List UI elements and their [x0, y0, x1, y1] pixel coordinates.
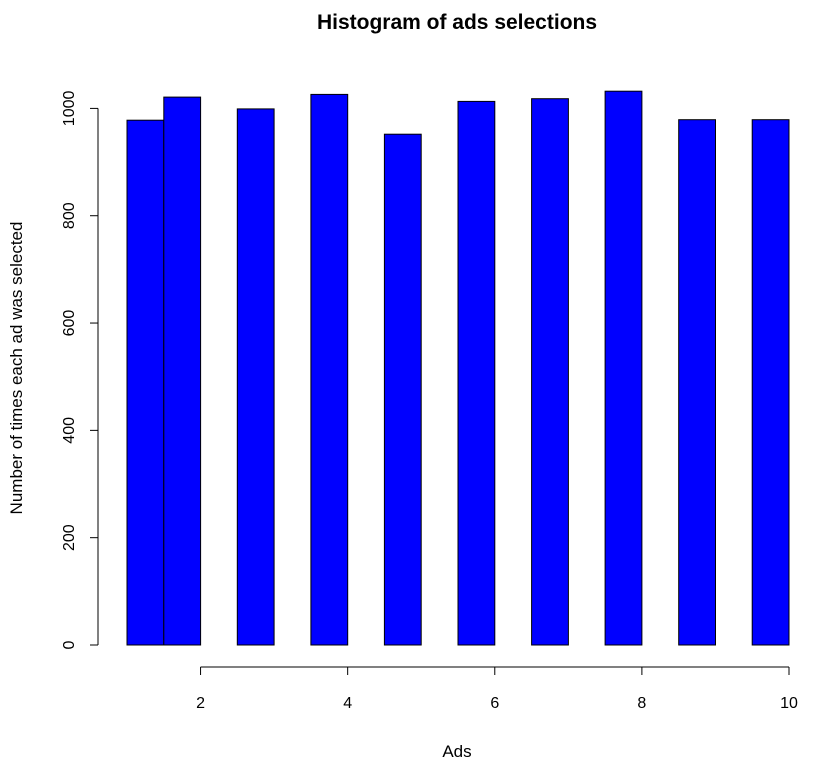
- y-tick-label-800: 800: [61, 202, 78, 229]
- y-tick-label-600: 600: [61, 310, 78, 337]
- chart-title: Histogram of ads selections: [317, 11, 597, 34]
- bar-3: [236, 108, 275, 646]
- x-tick-label-4: 4: [343, 695, 352, 712]
- bar-1: [126, 119, 165, 646]
- x-axis-label: Ads: [442, 742, 471, 761]
- x-tick-label-6: 6: [490, 695, 499, 712]
- bar-6: [457, 100, 496, 646]
- x-axis: 2 4 6 8 10: [196, 666, 798, 712]
- y-axis-label: Number of times each ad was selected: [7, 222, 26, 515]
- bar-4: [310, 93, 349, 646]
- y-tick-label-400: 400: [61, 417, 78, 444]
- x-tick-label-10: 10: [780, 695, 798, 712]
- bar-2: [163, 96, 202, 646]
- x-tick-label-2: 2: [196, 695, 205, 712]
- bar-7: [531, 98, 569, 646]
- y-tick-label-200: 200: [61, 524, 78, 551]
- x-tick-label-8: 8: [637, 695, 646, 712]
- y-axis: 0 200 400 600 800 1000: [61, 91, 99, 649]
- y-tick-label-1000: 1000: [61, 91, 78, 127]
- bar-5: [383, 133, 422, 646]
- y-tick-label-0: 0: [61, 640, 78, 649]
- bar-10: [751, 119, 790, 646]
- bar-8: [604, 90, 643, 646]
- bars-group: [126, 90, 790, 646]
- bar-9: [678, 119, 717, 646]
